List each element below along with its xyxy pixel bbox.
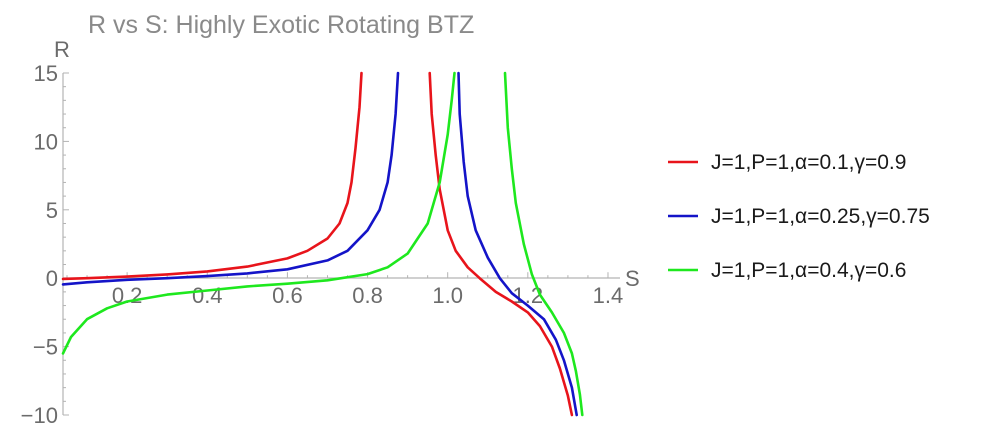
series-1-segment-1 [61,71,363,281]
x-tick-label: 1.0 [432,283,463,308]
series-1-segment-2 [428,71,574,417]
chart-title: R vs S: Highly Exotic Rotating BTZ [88,11,474,39]
y-tick-label: 10 [34,129,58,154]
ticks [63,72,609,416]
y-tick-label: 0 [46,266,58,291]
y-tick-label: 15 [34,61,58,86]
legend-label: J=1,P=1,α=0.1,γ=0.9 [711,151,906,174]
x-tick-label: 0.8 [352,283,383,308]
series-2-segment-2 [457,71,579,417]
x-tick-label: 1.4 [593,283,624,308]
y-tick-label: −5 [33,335,58,360]
series-2-segment-1 [61,71,400,286]
series-layer [61,71,584,417]
x-tick-label: 0.6 [272,283,303,308]
x-axis-label: S [625,266,640,291]
legend-label: J=1,P=1,α=0.25,γ=0.75 [711,205,930,228]
y-tick-label: −10 [21,403,58,428]
series-3-segment-2 [503,71,584,417]
x-tick-label: 0.4 [192,283,223,308]
y-tick-label: 5 [46,198,58,223]
legend: J=1,P=1,α=0.1,γ=0.9 J=1,P=1,α=0.25,γ=0.75… [668,151,930,282]
axes [62,73,620,415]
series-3-segment-1 [61,71,456,355]
y-axis-label: R [54,37,70,62]
legend-label: J=1,P=1,α=0.4,γ=0.6 [711,259,906,282]
